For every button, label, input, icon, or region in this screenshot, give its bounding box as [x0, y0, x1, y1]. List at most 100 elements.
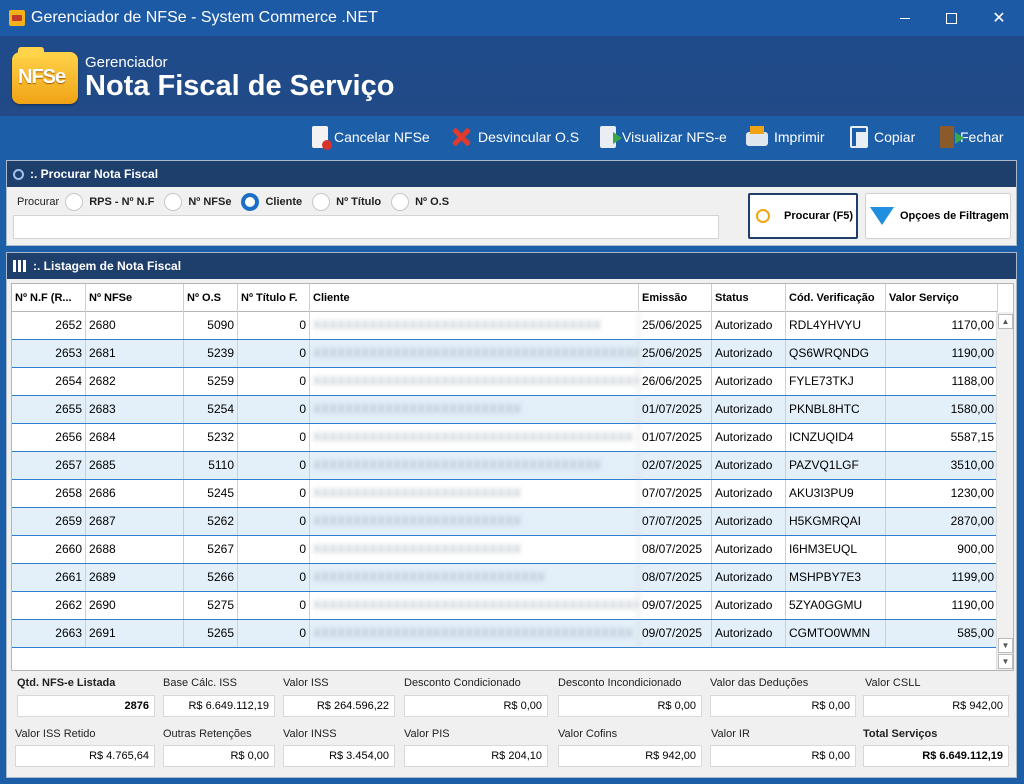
- view-nfse-button[interactable]: Visualizar NFS-e: [600, 123, 727, 151]
- vertical-scrollbar[interactable]: ▲ ▼ ▼: [996, 312, 1013, 670]
- col-header-nfse[interactable]: Nº NFSe: [86, 284, 184, 312]
- maximize-button[interactable]: [928, 0, 974, 36]
- table-row[interactable]: 2654 2682 5259 0 XXXXXXXXXXXXXXXXXXXXXXXXXXX…: [12, 368, 998, 396]
- col-header-valor[interactable]: Valor Serviço: [886, 284, 998, 312]
- iss-retido-field[interactable]: R$ 4.765,64: [15, 745, 155, 767]
- col-header-nf[interactable]: Nº N.F (R...: [12, 284, 86, 312]
- table-row[interactable]: 2653 2681 5239 0 XXXXXXXXXXXXXXXXXXXXXXXXXXX…: [12, 340, 998, 368]
- table-row[interactable]: 2658 2686 5245 0 XXXXXXXXXXXXXXXXXXXXXXXXXX 0…: [12, 480, 998, 508]
- col-header-cliente[interactable]: Cliente: [310, 284, 639, 312]
- print-label: Imprimir: [774, 129, 825, 145]
- cell-status: Autorizado: [712, 424, 786, 451]
- cofins-field[interactable]: R$ 942,00: [558, 745, 702, 767]
- exit-button[interactable]: Fechar: [940, 123, 1004, 151]
- table-row[interactable]: 2660 2688 5267 0 XXXXXXXXXXXXXXXXXXXXXXXXXX 0…: [12, 536, 998, 564]
- desc-cond-field[interactable]: R$ 0,00: [404, 695, 548, 717]
- radio-rps-label[interactable]: RPS - Nº N.F: [89, 196, 155, 208]
- base-iss-field[interactable]: R$ 6.649.112,19: [163, 695, 275, 717]
- cell-nfse: 2680: [86, 312, 184, 339]
- cell-cliente: XXXXXXXXXXXXXXXXXXXXXXXXXXXXXXXXXXXX: [310, 452, 639, 479]
- outras-field[interactable]: R$ 0,00: [163, 745, 275, 767]
- cell-nfse: 2686: [86, 480, 184, 507]
- radio-os[interactable]: [391, 193, 410, 211]
- table-row[interactable]: 2662 2690 5275 0 XXXXXXXXXXXXXXXXXXXXXXXXXXX…: [12, 592, 998, 620]
- cell-nfse: 2682: [86, 368, 184, 395]
- search-type-radio-group: Procurar RPS - Nº N.F Nº NFSe Cliente Nº…: [17, 193, 459, 211]
- table-row[interactable]: 2663 2691 5265 0 XXXXXXXXXXXXXXXXXXXXXXXXXXX…: [12, 620, 998, 648]
- cell-emissao: 25/06/2025: [639, 340, 712, 367]
- minimize-button[interactable]: [882, 0, 928, 36]
- cell-cliente: XXXXXXXXXXXXXXXXXXXXXXXXXXXXXXXXXXXXXXXX…: [310, 368, 639, 395]
- col-header-os[interactable]: Nº O.S: [184, 284, 238, 312]
- copy-button[interactable]: Copiar: [850, 123, 915, 151]
- csll-label: Valor CSLL: [865, 677, 921, 689]
- col-header-titulo[interactable]: Nº Título F.: [238, 284, 310, 312]
- deducoes-field[interactable]: R$ 0,00: [710, 695, 856, 717]
- radio-cliente[interactable]: [241, 193, 260, 211]
- cell-nf: 2659: [12, 508, 86, 535]
- col-header-emissao[interactable]: Emissão: [639, 284, 712, 312]
- unlink-os-button[interactable]: Desvincular O.S: [450, 123, 579, 151]
- cell-cod: 5ZYA0GGMU: [786, 592, 886, 619]
- radio-nfse[interactable]: [164, 193, 183, 211]
- invoice-grid[interactable]: Nº N.F (R... Nº NFSe Nº O.S Nº Título F.…: [11, 283, 1014, 671]
- filter-options-button[interactable]: Opçoes de Filtragem: [865, 193, 1011, 239]
- scroll-up-arrow-icon[interactable]: ▲: [998, 314, 1013, 329]
- cell-nfse: 2683: [86, 396, 184, 423]
- table-row[interactable]: 2657 2685 5110 0 XXXXXXXXXXXXXXXXXXXXXXXXXXX…: [12, 452, 998, 480]
- iss-field[interactable]: R$ 264.596,22: [283, 695, 395, 717]
- cell-valor: 1199,00: [886, 564, 998, 591]
- radio-os-label[interactable]: Nº O.S: [415, 196, 450, 208]
- scroll-down-arrow-icon[interactable]: ▼: [998, 638, 1013, 653]
- cancel-nfse-label: Cancelar NFSe: [334, 129, 430, 145]
- cell-titulo: 0: [238, 592, 310, 619]
- cell-status: Autorizado: [712, 452, 786, 479]
- inss-field[interactable]: R$ 3.454,00: [283, 745, 395, 767]
- table-row[interactable]: 2659 2687 5262 0 XXXXXXXXXXXXXXXXXXXXXXXXXX 0…: [12, 508, 998, 536]
- cancel-document-icon: [312, 126, 332, 150]
- grid-header: Nº N.F (R... Nº NFSe Nº O.S Nº Título F.…: [12, 284, 998, 312]
- search-input[interactable]: [13, 215, 719, 239]
- cell-nfse: 2689: [86, 564, 184, 591]
- radio-nfse-label[interactable]: Nº NFSe: [188, 196, 232, 208]
- col-header-cod[interactable]: Cód. Verificação: [786, 284, 886, 312]
- listing-panel-title: :. Listagem de Nota Fiscal: [33, 259, 182, 273]
- cell-os: 5232: [184, 424, 238, 451]
- cell-valor: 5587,15: [886, 424, 998, 451]
- cell-cliente: XXXXXXXXXXXXXXXXXXXXXXXXXXXXXXXXXXXXXXXX: [310, 424, 639, 451]
- cell-cliente: XXXXXXXXXXXXXXXXXXXXXXXXXXXXX: [310, 564, 639, 591]
- total-label: Total Serviços: [863, 728, 938, 740]
- cell-os: 5266: [184, 564, 238, 591]
- cell-nf: 2653: [12, 340, 86, 367]
- iss-label: Valor ISS: [283, 677, 329, 689]
- cell-cliente: XXXXXXXXXXXXXXXXXXXXXXXXXX: [310, 508, 639, 535]
- cell-emissao: 07/07/2025: [639, 508, 712, 535]
- qtd-field[interactable]: 2876: [17, 695, 155, 717]
- print-button[interactable]: Imprimir: [746, 123, 825, 151]
- table-row[interactable]: 2661 2689 5266 0 XXXXXXXXXXXXXXXXXXXXXXXXXXX…: [12, 564, 998, 592]
- cancel-nfse-button[interactable]: Cancelar NFSe: [312, 123, 430, 151]
- table-row[interactable]: 2655 2683 5254 0 XXXXXXXXXXXXXXXXXXXXXXXXXX 0…: [12, 396, 998, 424]
- scroll-end-arrow-icon[interactable]: ▼: [998, 654, 1013, 669]
- search-button[interactable]: Procurar (F5): [748, 193, 858, 239]
- col-header-status[interactable]: Status: [712, 284, 786, 312]
- search-panel-title: :. Procurar Nota Fiscal: [30, 167, 159, 181]
- total-field[interactable]: R$ 6.649.112,19: [863, 745, 1009, 767]
- cell-titulo: 0: [238, 452, 310, 479]
- table-row[interactable]: 2656 2684 5232 0 XXXXXXXXXXXXXXXXXXXXXXXXXXX…: [12, 424, 998, 452]
- table-row[interactable]: 2652 2680 5090 0 XXXXXXXXXXXXXXXXXXXXXXXXXXX…: [12, 312, 998, 340]
- cell-nf: 2662: [12, 592, 86, 619]
- csll-field[interactable]: R$ 942,00: [863, 695, 1009, 717]
- ir-field[interactable]: R$ 0,00: [710, 745, 856, 767]
- radio-titulo-label[interactable]: Nº Título: [336, 196, 382, 208]
- desc-incond-field[interactable]: R$ 0,00: [558, 695, 702, 717]
- radio-rps[interactable]: [65, 193, 84, 211]
- cell-cod: I6HM3EUQL: [786, 536, 886, 563]
- radio-titulo[interactable]: [312, 193, 331, 211]
- pis-field[interactable]: R$ 204,10: [404, 745, 548, 767]
- funnel-icon: [870, 207, 894, 225]
- header-subtitle: Gerenciador: [85, 54, 168, 71]
- close-window-button[interactable]: ✕: [992, 10, 1006, 27]
- cell-nfse: 2687: [86, 508, 184, 535]
- radio-cliente-label[interactable]: Cliente: [265, 196, 303, 208]
